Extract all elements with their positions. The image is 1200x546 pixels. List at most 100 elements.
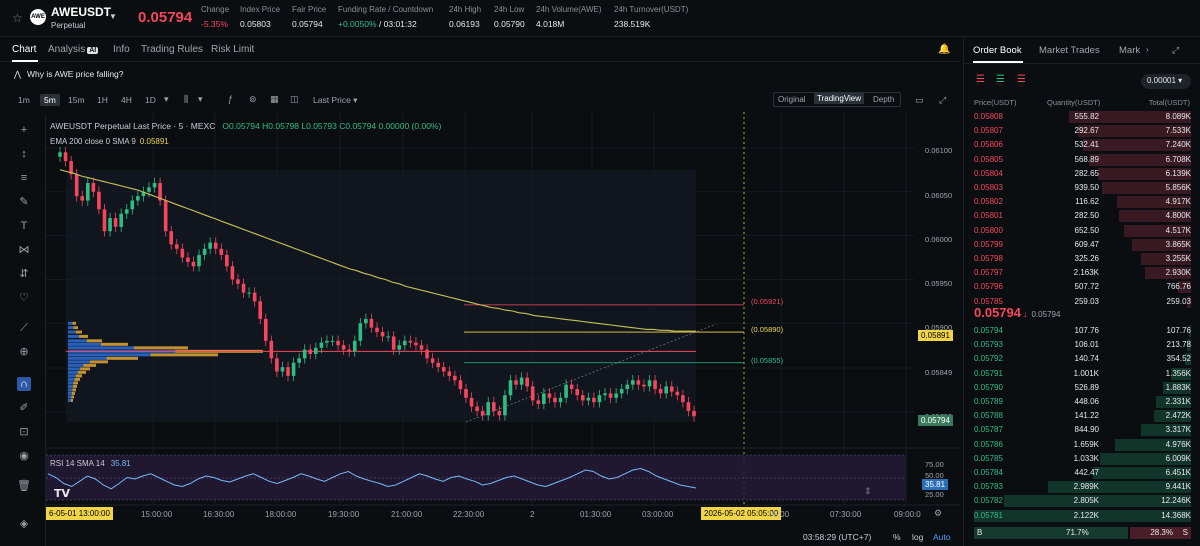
bid-row[interactable]: 0.05789 448.06 2.331K xyxy=(964,395,1200,409)
horizontal-lines-icon[interactable]: ≡ xyxy=(20,172,28,184)
row-total: 8.089K xyxy=(1165,112,1191,121)
expand-panel-icon[interactable]: ⤢ xyxy=(1172,45,1180,55)
bid-row[interactable]: 0.05790 526.89 1.883K xyxy=(964,381,1200,395)
forecast-icon[interactable]: ⇵ xyxy=(19,268,29,280)
crosshair-icon[interactable]: + xyxy=(20,124,28,136)
interval-5m[interactable]: 5m xyxy=(40,94,60,106)
ask-row[interactable]: 0.05806 532.41 7.240K xyxy=(964,138,1200,152)
bid-row[interactable]: 0.05785 1.033K 6.009K xyxy=(964,452,1200,466)
bid-row[interactable]: 0.05793 106.01 213.78 xyxy=(964,338,1200,352)
bid-row[interactable]: 0.05792 140.74 354.52 xyxy=(964,352,1200,366)
ask-row[interactable]: 0.05797 2.163K 2.930K xyxy=(964,266,1200,280)
pattern-icon[interactable]: ⋈ xyxy=(18,244,30,256)
clock-time[interactable]: 03:58:29 (UTC+7) xyxy=(803,532,872,542)
why-falling-link[interactable]: ⋀ Why is AWE price falling? xyxy=(14,69,124,80)
interval-1d[interactable]: 1D xyxy=(145,95,156,105)
bid-row[interactable]: 0.05781 2.122K 14.368K xyxy=(964,509,1200,523)
chart-settings-gear-icon[interactable]: ⚙ xyxy=(934,508,943,518)
collapse-pane-icon[interactable]: ⇕ xyxy=(864,487,872,497)
text-tool-icon[interactable]: T xyxy=(20,220,28,232)
candle-type-icon[interactable]: ⫼ xyxy=(184,94,189,104)
precision-select[interactable]: 0.00001 ▾ xyxy=(1141,74,1191,89)
x-tick: 07:30:00 xyxy=(830,510,862,519)
candle-body xyxy=(86,182,90,201)
ruler-icon[interactable]: ⟋ xyxy=(20,322,28,334)
view-both-icon[interactable]: ☰ xyxy=(976,74,985,85)
volume-bar-sell xyxy=(79,334,88,338)
candle-body xyxy=(453,375,457,381)
candle-body xyxy=(597,395,602,403)
stat-label: 24h Turnover(USDT) xyxy=(614,5,689,14)
templates-icon[interactable]: ⊚ xyxy=(249,94,257,104)
tab-chart[interactable]: Chart xyxy=(12,44,37,55)
tab-risk-limit[interactable]: Risk Limit xyxy=(211,44,255,55)
view-original[interactable]: Original xyxy=(778,95,806,104)
view-tradingview[interactable]: TradingView xyxy=(814,93,865,104)
bid-row[interactable]: 0.05782 2.805K 12.246K xyxy=(964,494,1200,508)
tab-order-book[interactable]: Order Book xyxy=(973,45,1022,56)
log-scale-toggle[interactable]: log xyxy=(912,532,924,542)
view-bids-icon[interactable]: ☰ xyxy=(996,74,1005,85)
chevron-down-icon[interactable]: ▾ xyxy=(198,94,203,104)
camera-icon[interactable]: ◫ xyxy=(290,94,299,104)
lock-drawing-icon[interactable]: ✐ xyxy=(19,402,29,414)
bid-row[interactable]: 0.05786 1.659K 4.976K xyxy=(964,438,1200,452)
candle-body xyxy=(258,301,263,319)
interval-1h[interactable]: 1H xyxy=(97,95,108,105)
ask-row[interactable]: 0.05796 507.72 766.76 xyxy=(964,280,1200,294)
cursor-icon[interactable]: ↕ xyxy=(21,148,27,160)
tab-market-trades[interactable]: Market Trades xyxy=(1039,45,1100,56)
favorite-star-icon[interactable]: ☆ xyxy=(12,11,23,25)
price-chart[interactable]: ⇕ TV xyxy=(46,112,960,528)
interval-4h[interactable]: 4H xyxy=(121,95,132,105)
row-total: 6.708K xyxy=(1165,154,1191,164)
bid-row[interactable]: 0.05788 141.22 2.472K xyxy=(964,409,1200,423)
bid-row[interactable]: 0.05787 844.90 3.317K xyxy=(964,423,1200,437)
ask-row[interactable]: 0.05808 555.82 8.089K xyxy=(964,110,1200,124)
volume-bar-sell xyxy=(71,391,75,395)
bid-row[interactable]: 0.05791 1.001K 1.356K xyxy=(964,367,1200,381)
ask-row[interactable]: 0.05807 292.67 7.533K xyxy=(964,124,1200,138)
ask-row[interactable]: 0.05800 652.50 4.517K xyxy=(964,224,1200,238)
indicators-icon[interactable]: ƒ xyxy=(228,94,234,104)
eye-icon[interactable]: ◉ xyxy=(19,450,29,462)
trash-icon[interactable]: 🗑 xyxy=(17,480,31,492)
view-asks-icon[interactable]: ☰ xyxy=(1017,74,1026,85)
ask-row[interactable]: 0.05799 609.47 3.865K xyxy=(964,238,1200,252)
symbol-dropdown-icon[interactable]: ▼ xyxy=(109,12,117,21)
percent-scale-toggle[interactable]: % xyxy=(893,532,901,542)
interval-1m[interactable]: 1m xyxy=(18,95,30,105)
ask-row[interactable]: 0.05785 259.03 259.03 xyxy=(964,295,1200,309)
ask-row[interactable]: 0.05802 116.62 4.917K xyxy=(964,195,1200,209)
symbol-name[interactable]: AWEUSDT xyxy=(51,5,111,19)
auto-scale-toggle[interactable]: Auto xyxy=(933,532,951,542)
bid-row[interactable]: 0.05794 107.76 107.76 xyxy=(964,324,1200,338)
bell-icon[interactable]: 🔔 xyxy=(938,44,951,55)
fullscreen-panel-icon[interactable]: ▭ xyxy=(915,95,924,105)
zoom-in-icon[interactable]: ⊕ xyxy=(19,346,29,358)
price-type-select[interactable]: Last Price ▾ xyxy=(313,95,358,105)
grid-layout-icon[interactable]: ▦ xyxy=(270,94,279,104)
ask-row[interactable]: 0.05798 325.26 3.255K xyxy=(964,252,1200,266)
bid-row[interactable]: 0.05784 442.47 6.451K xyxy=(964,466,1200,480)
heart-icon[interactable]: ♡ xyxy=(19,292,29,304)
ask-row[interactable]: 0.05803 939.50 5.856K xyxy=(964,181,1200,195)
interval-15m[interactable]: 15m xyxy=(68,95,85,105)
view-depth[interactable]: Depth xyxy=(873,95,895,104)
volume-bar-sell xyxy=(90,360,108,364)
ask-row[interactable]: 0.05804 282.65 6.139K xyxy=(964,167,1200,181)
layers-icon[interactable]: ◈ xyxy=(19,518,29,530)
bid-row[interactable]: 0.05783 2.989K 9.441K xyxy=(964,480,1200,494)
chevron-right-icon[interactable]: › xyxy=(1146,45,1149,54)
tab-mark[interactable]: Mark xyxy=(1119,45,1141,56)
ask-row[interactable]: 0.05801 282.50 4.800K xyxy=(964,209,1200,223)
interval-dropdown-icon[interactable]: ▾ xyxy=(164,94,169,104)
tab-analysis[interactable]: Analysis AI xyxy=(48,44,99,55)
ask-row[interactable]: 0.05805 568.89 6.708K xyxy=(964,153,1200,167)
magnet-icon[interactable]: ∩ xyxy=(17,377,31,391)
tab-info[interactable]: Info xyxy=(113,44,130,55)
brush-icon[interactable]: ✎ xyxy=(19,196,29,208)
expand-icon[interactable]: ⤢ xyxy=(939,95,947,105)
lock-icon[interactable]: ⊡ xyxy=(19,426,29,438)
tab-trading-rules[interactable]: Trading Rules xyxy=(141,44,203,55)
